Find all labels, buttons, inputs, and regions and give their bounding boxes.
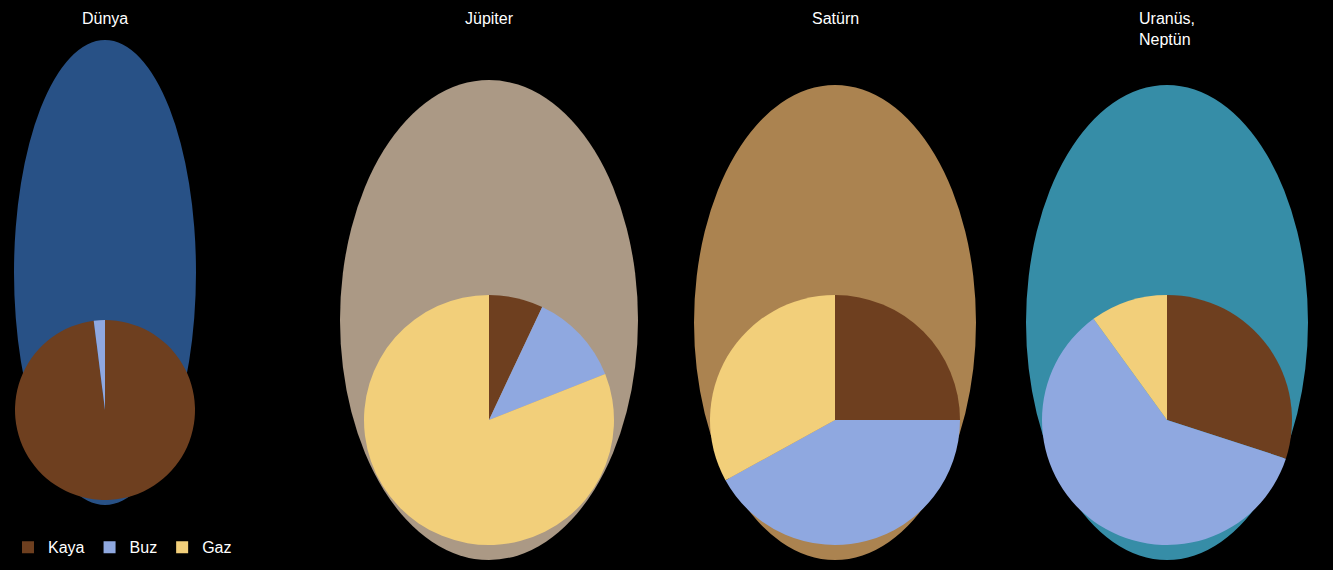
svg-text:Uranüs,Neptün: Uranüs,Neptün [1139,10,1195,48]
svg-text:Jüpiter: Jüpiter [465,10,514,27]
svg-text:Kaya: Kaya [48,539,85,556]
svg-text:Satürn: Satürn [812,10,859,27]
svg-text:Gaz: Gaz [202,539,231,556]
svg-text:Dünya: Dünya [82,10,128,27]
svg-text:Buz: Buz [130,539,158,556]
